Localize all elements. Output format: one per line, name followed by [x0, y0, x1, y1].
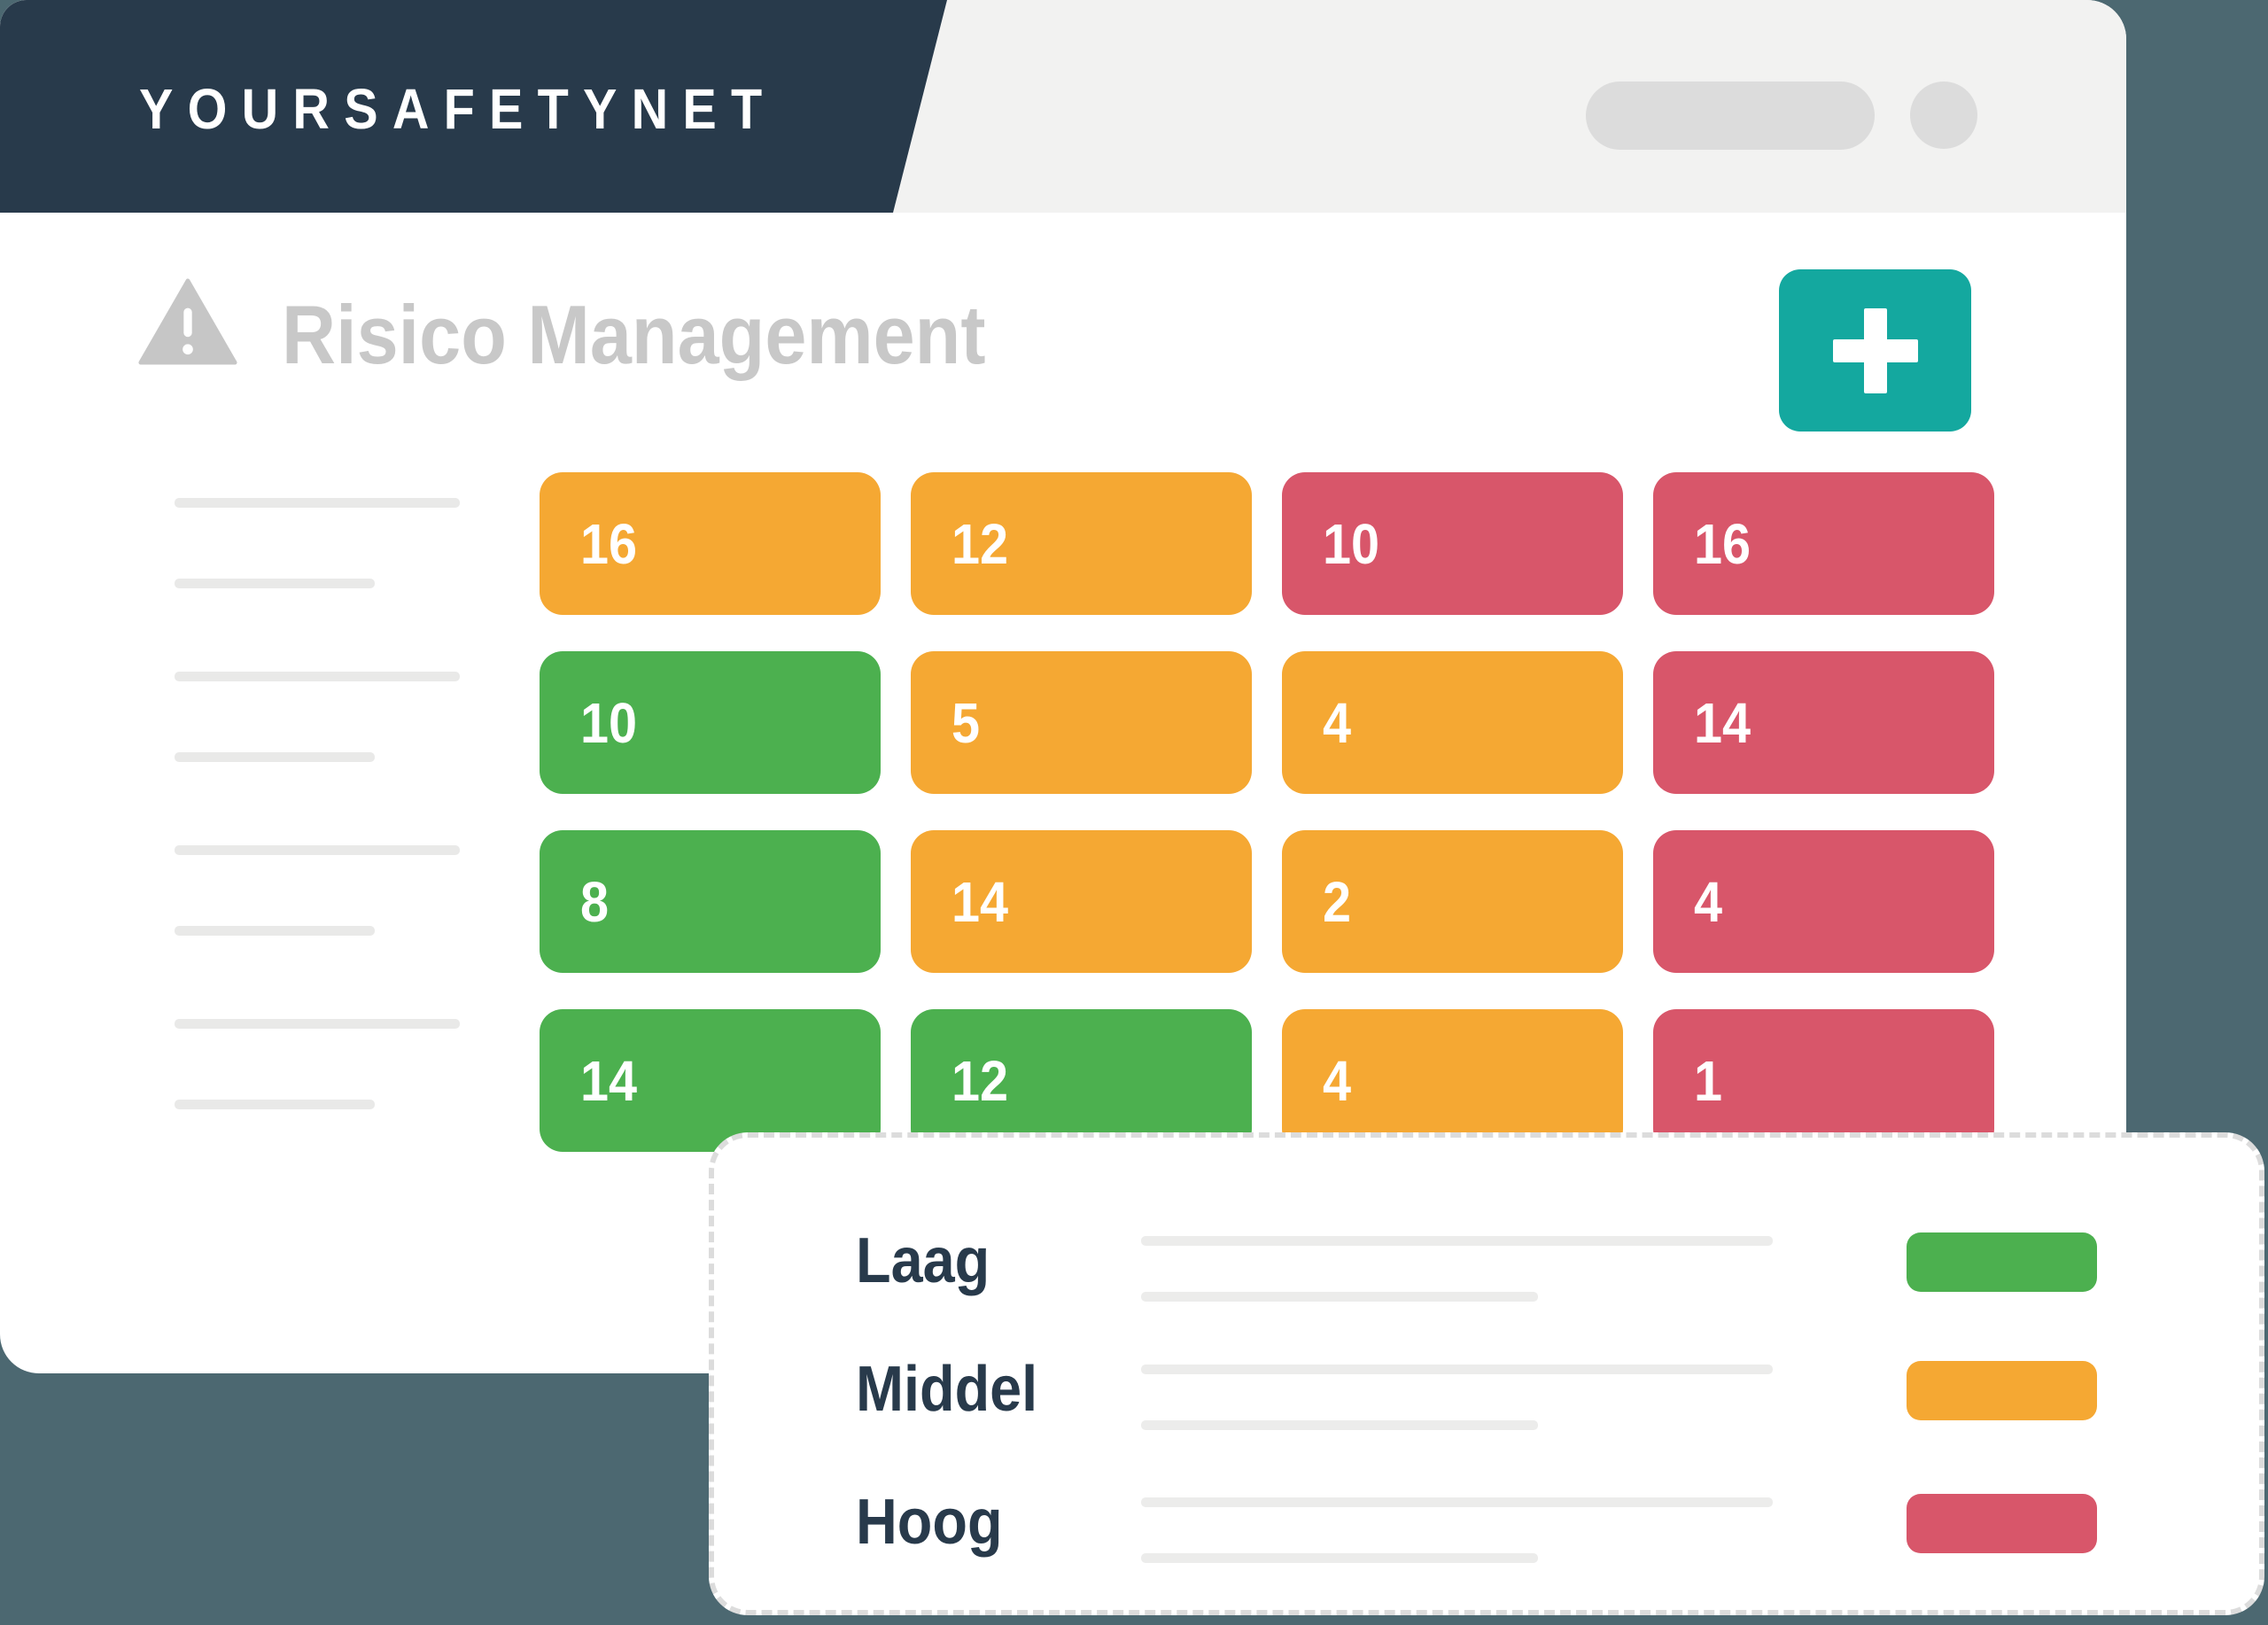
legend-placeholder-line-short	[1141, 1553, 1538, 1563]
risk-cell-value: 4	[1323, 690, 1352, 755]
risk-cell-value: 16	[580, 511, 638, 576]
legend-color-swatch-hoog	[1907, 1494, 2097, 1553]
header-placeholder-circle	[1910, 82, 1977, 149]
risk-cell-value: 8	[580, 869, 610, 934]
placeholder-line	[175, 579, 375, 588]
risk-cell[interactable]: 4	[1282, 651, 1623, 794]
risk-cell-value: 2	[1323, 869, 1352, 934]
legend-placeholder-line-short	[1141, 1420, 1538, 1430]
app-window: YOURSAFETYNET Risico Management 16 12 10 16…	[0, 0, 2126, 1373]
risk-cell-value: 14	[580, 1048, 638, 1113]
add-button[interactable]	[1779, 269, 1971, 432]
legend-placeholder-line-long	[1141, 1497, 1773, 1507]
page-title: Risico Management	[282, 288, 986, 381]
risk-cell-value: 14	[951, 869, 1009, 934]
legend-label: Middel	[856, 1354, 1038, 1425]
risk-cell[interactable]: 14	[540, 1009, 881, 1152]
legend-row-laag: Laag	[714, 1225, 2259, 1302]
placeholder-line	[175, 1019, 460, 1029]
risk-cell[interactable]: 1	[1653, 1009, 1994, 1152]
legend-row-middel: Middel	[714, 1354, 2259, 1430]
risk-cell[interactable]: 5	[911, 651, 1252, 794]
legend-placeholder-line-long	[1141, 1365, 1773, 1374]
risk-cell-value: 12	[951, 511, 1009, 576]
placeholder-line	[175, 1100, 375, 1109]
placeholder-line	[175, 752, 375, 762]
risk-cell[interactable]: 2	[1282, 830, 1623, 973]
risk-cell-value: 10	[580, 690, 638, 755]
legend-label: Laag	[856, 1225, 990, 1296]
legend-label: Hoog	[856, 1487, 1003, 1558]
risk-cell[interactable]: 12	[911, 1009, 1252, 1152]
risk-cell[interactable]: 10	[1282, 472, 1623, 615]
risk-cell-value: 4	[1694, 869, 1723, 934]
legend-color-swatch-laag	[1907, 1232, 2097, 1292]
placeholder-line	[175, 498, 460, 508]
window-header-bar: YOURSAFETYNET	[0, 0, 2126, 213]
legend-color-swatch-middel	[1907, 1361, 2097, 1420]
placeholder-line	[175, 926, 375, 936]
risk-cell[interactable]: 12	[911, 472, 1252, 615]
risk-cell[interactable]: 4	[1653, 830, 1994, 973]
warning-triangle-icon	[138, 278, 237, 365]
risk-cell[interactable]: 16	[540, 472, 881, 615]
risk-cell-value: 16	[1694, 511, 1751, 576]
legend-placeholder-line-long	[1141, 1236, 1773, 1246]
risk-cell-value: 5	[951, 690, 981, 755]
plus-icon	[1832, 307, 1918, 393]
placeholder-line	[175, 672, 460, 681]
legend-row-hoog: Hoog	[714, 1487, 2259, 1563]
risk-cell[interactable]: 10	[540, 651, 881, 794]
legend-placeholder-line-short	[1141, 1292, 1538, 1302]
risk-cell-value: 14	[1694, 690, 1751, 755]
risk-cell-value: 12	[951, 1048, 1009, 1113]
risk-cell-value: 1	[1694, 1048, 1723, 1113]
risk-grid: 16 12 10 16 10 5 4 14 8 14 2 4 14 12 4 1	[540, 472, 1994, 1152]
risk-cell[interactable]: 4	[1282, 1009, 1623, 1152]
risk-cell-value: 10	[1323, 511, 1380, 576]
risk-cell-value: 4	[1323, 1048, 1352, 1113]
risk-cell[interactable]: 14	[1653, 651, 1994, 794]
legend-panel: Laag Middel Hoog	[709, 1132, 2264, 1615]
header-placeholder-pill	[1586, 82, 1875, 150]
logo-block: YOURSAFETYNET	[0, 0, 947, 213]
placeholder-line	[175, 845, 460, 855]
app-logo: YOURSAFETYNET	[139, 77, 777, 141]
risk-cell[interactable]: 8	[540, 830, 881, 973]
risk-cell[interactable]: 14	[911, 830, 1252, 973]
risk-cell[interactable]: 16	[1653, 472, 1994, 615]
